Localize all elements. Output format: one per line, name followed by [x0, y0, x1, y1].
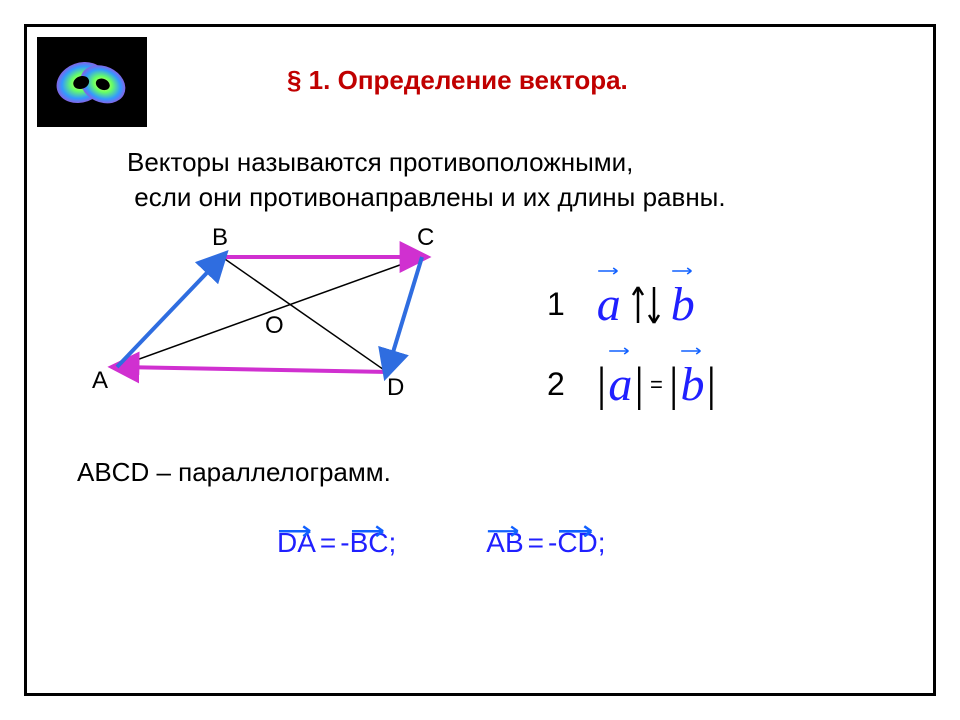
vector-b-abs: b	[680, 357, 704, 412]
slide: § 1. Определение вектора. Векторы называ…	[0, 0, 960, 720]
vector-b-abs-letter: b	[680, 358, 704, 411]
vector-a-arrow-icon	[597, 262, 621, 279]
vector-a-letter: a	[597, 278, 621, 331]
slide-frame: § 1. Определение вектора. Векторы называ…	[24, 24, 936, 696]
equation-AB-CD: AB = - CD ;	[486, 527, 605, 559]
definition-line-2: если они противонаправлены и их длины ра…	[134, 182, 725, 212]
vertex-label-A: A	[92, 367, 108, 395]
logo	[37, 37, 147, 127]
cond1-number: 1	[547, 286, 565, 323]
abs-close-a: |	[634, 357, 644, 412]
vec-BC-arrow-icon	[350, 512, 389, 525]
vector-b-letter: b	[671, 278, 695, 331]
vector-b-arrow-icon	[671, 262, 695, 279]
vertex-label-D: D	[387, 374, 404, 402]
vector-a: a	[597, 277, 621, 332]
logo-swirl-icon	[47, 45, 137, 120]
neg-1: -	[340, 527, 349, 559]
condition-1: 1 a b	[547, 277, 695, 332]
vec-DA: DA	[277, 527, 316, 559]
equals-sign: =	[650, 372, 663, 398]
vec-AB: AB	[486, 527, 523, 559]
vec-CD-arrow-icon	[557, 512, 597, 525]
semi-1: ;	[389, 527, 397, 559]
semi-2: ;	[598, 527, 606, 559]
vec-DA-arrow-icon	[277, 512, 316, 525]
abs-open-a: |	[597, 357, 607, 412]
vertex-label-C: C	[417, 224, 434, 252]
eq-sign-1: =	[320, 527, 336, 559]
vertex-label-B: B	[212, 224, 228, 252]
vec-AB-arrow-icon	[486, 512, 523, 525]
equations-row: DA = - BC ; AB	[277, 527, 606, 559]
condition-2: 2 | a | = | b |	[547, 357, 716, 412]
neg-2: -	[548, 527, 557, 559]
vector-b: b	[671, 277, 695, 332]
abs-close-b: |	[706, 357, 716, 412]
vector-a-abs: a	[608, 357, 632, 412]
opposite-arrows-icon	[631, 283, 661, 327]
definition-line-1: Векторы называются противоположными,	[127, 147, 633, 177]
vertex-label-O: O	[265, 312, 284, 340]
vector-a-abs-arrow-icon	[608, 342, 632, 359]
parallelogram-svg	[87, 222, 457, 392]
parallelogram-diagram: A B C D O	[87, 222, 457, 392]
cond2-number: 2	[547, 366, 565, 403]
abs-open-b: |	[669, 357, 679, 412]
vector-b-abs-arrow-icon	[680, 342, 704, 359]
definition-text: Векторы называются противоположными, есл…	[127, 145, 726, 215]
vec-BC: BC	[350, 527, 389, 559]
parallelogram-note: ABCD – параллелограмм.	[77, 457, 391, 488]
vec-CD: CD	[557, 527, 597, 559]
section-title: § 1. Определение вектора.	[287, 65, 628, 96]
vector-a-abs-letter: a	[608, 358, 632, 411]
eq-sign-2: =	[528, 527, 544, 559]
equation-DA-BC: DA = - BC ;	[277, 527, 396, 559]
